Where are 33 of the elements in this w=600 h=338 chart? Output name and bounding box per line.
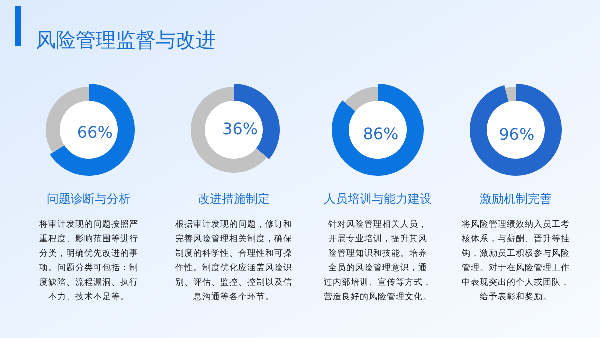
text: 不力、技术不足等。 bbox=[48, 292, 130, 302]
data-label: 86% bbox=[363, 124, 399, 144]
text: 给予表彰和奖励。 bbox=[480, 292, 552, 302]
text: 分类，明确优先改进的事 bbox=[40, 248, 138, 259]
text: 中表现突出的个人或团队， bbox=[462, 277, 570, 288]
text: 核体系，与薪酬、晋升等挂 bbox=[461, 234, 570, 244]
data-label: 66% bbox=[77, 122, 113, 142]
text: 别、评估、监控、控制以及信 bbox=[176, 277, 292, 288]
text: 激励机制完善 bbox=[480, 192, 552, 206]
text: 将审计发现的问题按照严 bbox=[38, 219, 138, 230]
text: 开展专业培训，提升其风 bbox=[328, 234, 428, 244]
text: 钩，激励员工积极参与风险 bbox=[461, 248, 570, 259]
text: 项。问题分类可包括：制 bbox=[40, 262, 138, 274]
text: 问题诊断与分析 bbox=[47, 192, 131, 206]
text: 针对风险管理相关人员， bbox=[328, 219, 428, 230]
text: 营造良好的风险管理文化。 bbox=[324, 292, 432, 302]
text: 全员的风险管理意识，通 bbox=[328, 262, 428, 274]
text: 人员培训与能力建设 bbox=[324, 192, 432, 206]
text: 完善风险管理相关制度，确保 bbox=[176, 234, 292, 244]
data-label: 96% bbox=[499, 124, 535, 144]
text: 息沟通等各个环节。 bbox=[192, 292, 274, 302]
text: 管理。对于在风险管理工作 bbox=[462, 262, 570, 274]
text: 风险管理监督与改进 bbox=[36, 28, 216, 52]
text: 将风险管理绩效纳入员工考 bbox=[461, 219, 570, 230]
text: 根据审计发现的问题，修订和 bbox=[176, 219, 292, 230]
data-label: 36% bbox=[222, 119, 258, 138]
text: 度缺陷、流程漏洞、执行 bbox=[40, 277, 138, 288]
text: 制度的科学性、合理性和可操 bbox=[176, 248, 292, 259]
text: 作性。制度优化应涵盖风险识 bbox=[174, 262, 292, 274]
text: 重程度、影响范围等进行 bbox=[40, 234, 138, 244]
text: 过内部培训、宣传等方式， bbox=[324, 277, 432, 288]
text: 改进措施制定 bbox=[198, 192, 270, 206]
text: 险管理知识和技能。培养 bbox=[328, 248, 428, 259]
